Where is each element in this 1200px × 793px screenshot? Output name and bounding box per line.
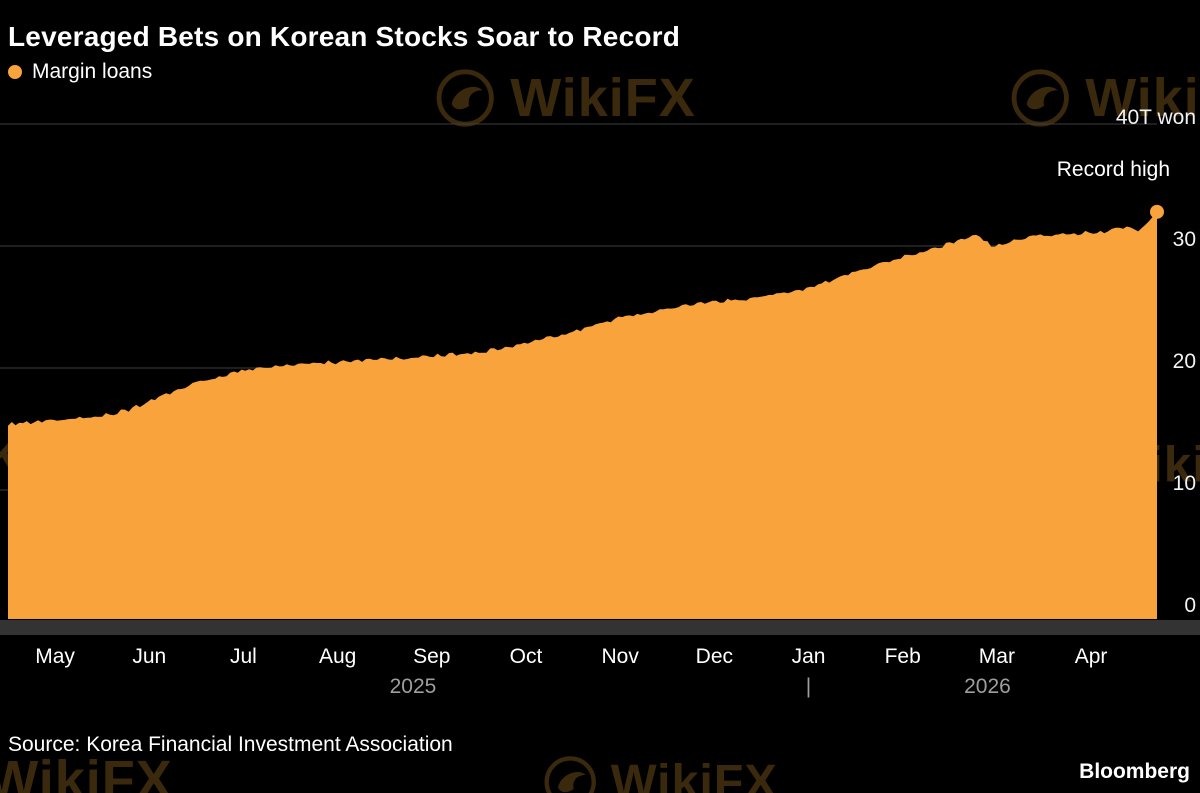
x-month-label: Jun [132,645,167,668]
y-axis-label: 20 [1172,350,1196,373]
wikifx-watermark: WikiFX [434,67,696,129]
x-month-label: May [35,645,75,668]
area-series-margin-loans [8,211,1157,620]
x-month-label: Dec [695,645,734,668]
y-axis-label: 0 [1184,594,1196,617]
record-high-annotation: Record high [1056,158,1170,181]
watermark-text: WikiFX [610,755,778,793]
wikifx-eagle-icon [544,756,596,793]
x-month-label: Sep [413,645,451,668]
y-axis-label: 40T won [1115,106,1196,129]
record-high-dot [1150,204,1164,219]
x-month-label: Jul [230,645,257,668]
wikifx-watermark: WikiFX [542,754,777,793]
x-year-label: 2026 [964,675,1011,698]
x-month-label: Mar [978,645,1015,668]
wikifx-eagle-icon [436,69,494,127]
x-month-label: Aug [318,645,357,668]
wikifx-watermark: WikiFX [444,427,706,489]
wikifx-watermark: WikiFX [0,421,106,483]
watermark-text: WikiFX [520,428,706,488]
legend-swatch-icon [8,65,22,79]
x-axis-band [0,620,1200,635]
x-year-label: 2025 [389,675,437,698]
y-axis-label: 30 [1172,228,1196,251]
x-month-label: Apr [1074,645,1108,668]
wikifx-eagle-icon [1011,69,1069,127]
page-title: Leveraged Bets on Korean Stocks Soar to … [8,20,681,52]
bloomberg-logo: Bloomberg [1079,760,1190,783]
wikifx-eagle-icon [446,429,504,487]
source-text: Source: Korea Financial Investment Assoc… [8,733,453,756]
x-month-label: Feb [884,645,921,668]
x-month-label: Oct [509,645,543,668]
watermark-text: WikiFX [510,68,696,128]
x-year-label: | [805,675,812,698]
legend-label: Margin loans [32,60,153,83]
y-axis-label: 10 [1172,472,1196,495]
watermark-text: WikiFX [0,422,106,482]
x-month-label: Nov [601,645,639,668]
wikifx-eagle-icon [1033,438,1087,492]
legend: Margin loans [8,60,152,84]
x-month-label: Jan [791,645,826,668]
